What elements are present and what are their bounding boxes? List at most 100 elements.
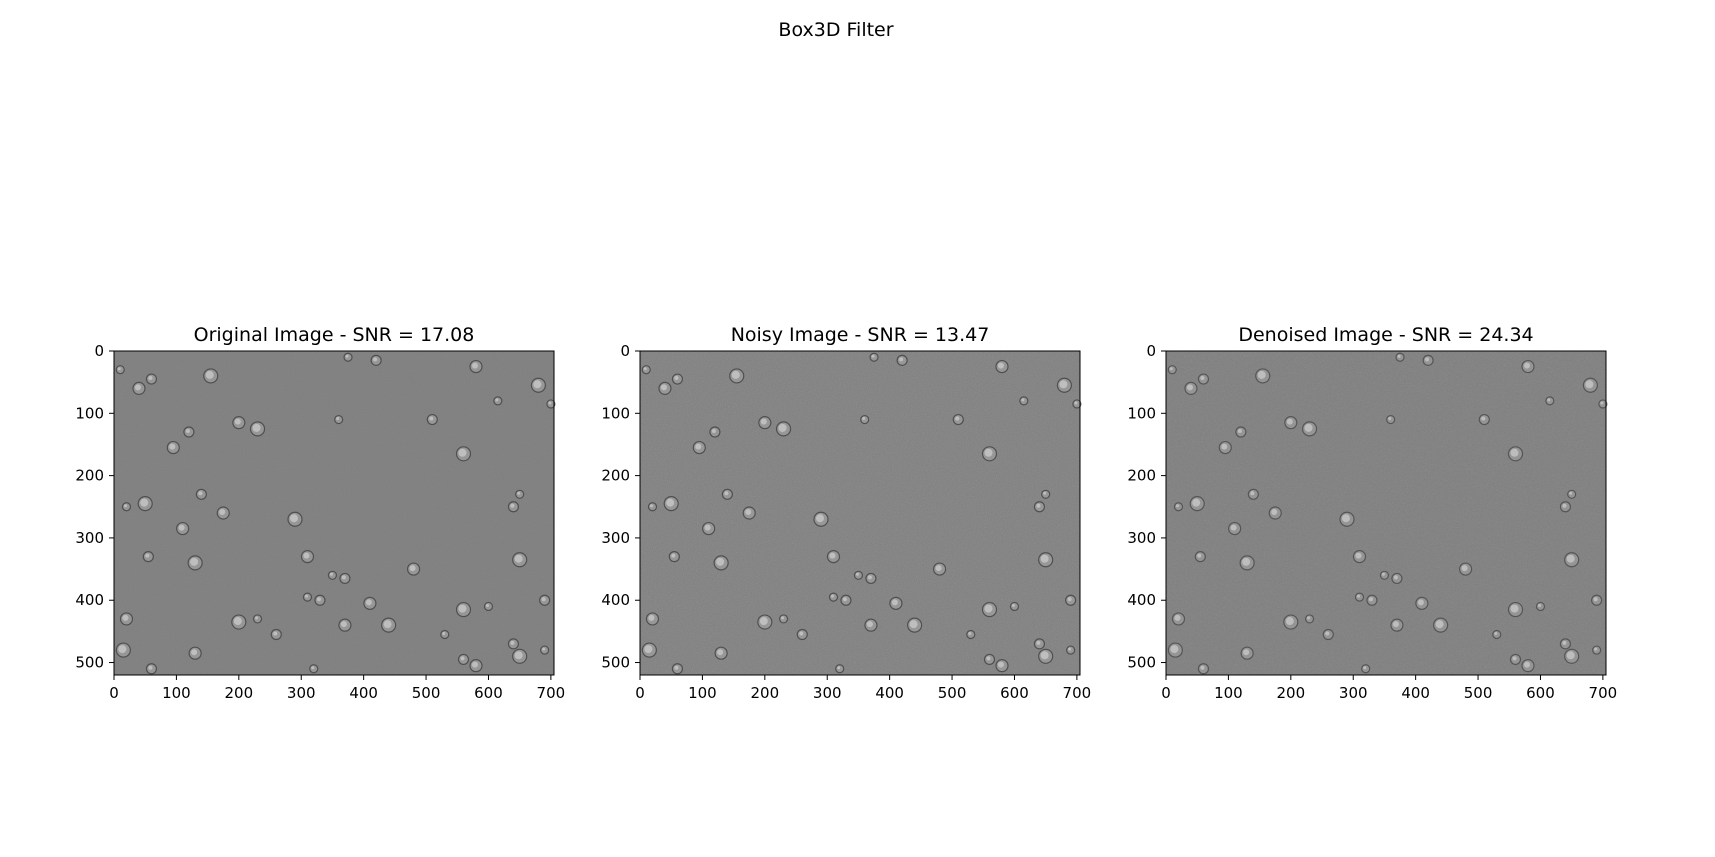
- x-tick-label: 700: [537, 684, 566, 702]
- cell-highlight: [799, 631, 804, 636]
- cell-highlight: [1510, 448, 1519, 457]
- cell-highlight: [1186, 384, 1193, 391]
- cell-highlight: [541, 597, 546, 602]
- cell-highlight: [1067, 597, 1072, 602]
- cell-highlight: [118, 645, 127, 654]
- cell-highlight: [1304, 423, 1313, 432]
- cell-highlight: [485, 603, 489, 607]
- cell-highlight: [1537, 603, 1541, 607]
- cell-highlight: [548, 401, 552, 405]
- cell-highlight: [891, 599, 898, 606]
- cell-highlight: [984, 448, 993, 457]
- cell-highlight: [866, 621, 873, 628]
- x-tick-label: 100: [688, 684, 717, 702]
- cell-highlight: [1286, 418, 1293, 425]
- cell-highlight: [862, 417, 866, 421]
- cell-highlight: [1257, 370, 1266, 379]
- cell-highlight: [855, 572, 859, 576]
- cell-highlight: [1197, 553, 1202, 558]
- cell-blobs: [1167, 352, 1608, 675]
- x-tick-label: 200: [225, 684, 254, 702]
- cell-highlight: [514, 651, 523, 660]
- x-tick-label: 200: [751, 684, 780, 702]
- cell-highlight: [674, 376, 679, 381]
- cell-highlight: [1036, 640, 1041, 645]
- cell-highlight: [704, 524, 711, 531]
- cell-highlight: [373, 357, 378, 362]
- cell-highlight: [148, 376, 153, 381]
- cell-highlight: [649, 504, 653, 508]
- cell-highlight: [1481, 416, 1486, 421]
- x-tick-label: 400: [349, 684, 378, 702]
- cell-highlight: [1040, 554, 1049, 563]
- cell-blobs: [115, 352, 556, 675]
- cell-highlight: [1174, 614, 1181, 621]
- cell-highlight: [1547, 398, 1551, 402]
- cell-highlight: [909, 620, 918, 629]
- cell-highlight: [899, 357, 904, 362]
- cell-highlight: [1068, 647, 1072, 651]
- cell-highlight: [311, 666, 315, 670]
- cell-highlight: [460, 656, 465, 661]
- cell-highlight: [829, 552, 836, 559]
- cell-highlight: [1381, 572, 1385, 576]
- cell-highlight: [329, 572, 333, 576]
- cell-highlight: [1435, 620, 1444, 629]
- y-tick-label: 400: [601, 591, 630, 609]
- cell-highlight: [935, 565, 942, 572]
- x-tick-label: 300: [287, 684, 316, 702]
- cell-highlight: [1271, 509, 1278, 515]
- cell-highlight: [674, 665, 679, 670]
- cell-highlight: [1242, 557, 1251, 566]
- cell-highlight: [1175, 504, 1179, 508]
- x-tick-label: 600: [1000, 684, 1029, 702]
- y-tick-label: 0: [94, 342, 104, 360]
- cell-highlight: [1243, 649, 1250, 656]
- cell-highlight: [1036, 503, 1041, 508]
- x-tick-label: 300: [1339, 684, 1368, 702]
- cell-highlight: [778, 423, 787, 432]
- cell-highlight: [140, 498, 149, 507]
- image-panel-1: Original Image - SNR = 17.08 0 100 200 300 40…: [75, 324, 565, 702]
- cell-highlight: [514, 554, 523, 563]
- cell-highlight: [471, 362, 478, 369]
- cell-highlight: [711, 429, 716, 433]
- cell-highlight: [383, 620, 392, 629]
- axes-frame: [639, 350, 1081, 676]
- cell-highlight: [316, 597, 321, 602]
- cell-highlight: [1425, 357, 1430, 362]
- cell-highlight: [717, 649, 724, 656]
- cell-highlight: [1566, 554, 1575, 563]
- cell-highlight: [1230, 524, 1237, 531]
- cell-highlight: [781, 616, 785, 620]
- x-tick-label: 100: [162, 684, 191, 702]
- x-tick-label: 100: [1214, 684, 1243, 702]
- figure-suptitle: Box3D Filter: [778, 19, 893, 41]
- cell-highlight: [1325, 631, 1330, 636]
- y-tick-label: 300: [75, 529, 104, 547]
- cell-highlight: [117, 367, 121, 371]
- cell-highlight: [1040, 651, 1049, 660]
- cell-highlight: [1221, 443, 1228, 450]
- cell-highlight: [643, 367, 647, 371]
- cell-highlight: [429, 416, 434, 421]
- y-tick-label: 0: [1146, 342, 1156, 360]
- cell-highlight: [1074, 401, 1078, 405]
- image-noise-texture: [640, 351, 1080, 675]
- panel-title: Noisy Image - SNR = 13.47: [731, 324, 990, 346]
- axes-frame: [1165, 350, 1607, 676]
- cell-highlight: [716, 557, 725, 566]
- cell-highlight: [968, 632, 972, 635]
- cell-highlight: [1341, 514, 1350, 523]
- cell-highlight: [533, 380, 542, 389]
- cell-highlight: [1417, 599, 1424, 606]
- cell-highlight: [495, 398, 499, 402]
- cell-highlight: [1237, 429, 1242, 433]
- cell-highlight: [1043, 491, 1047, 495]
- cell-highlight: [867, 575, 872, 580]
- cell-highlight: [1461, 565, 1468, 572]
- cell-highlight: [986, 656, 991, 661]
- x-tick-label: 0: [1161, 684, 1171, 702]
- cell-highlight: [365, 599, 372, 606]
- cell-highlight: [205, 370, 214, 379]
